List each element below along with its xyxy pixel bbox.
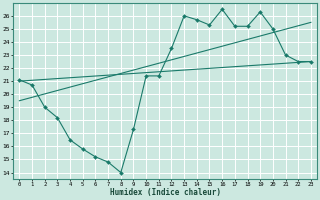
X-axis label: Humidex (Indice chaleur): Humidex (Indice chaleur) — [110, 188, 220, 197]
